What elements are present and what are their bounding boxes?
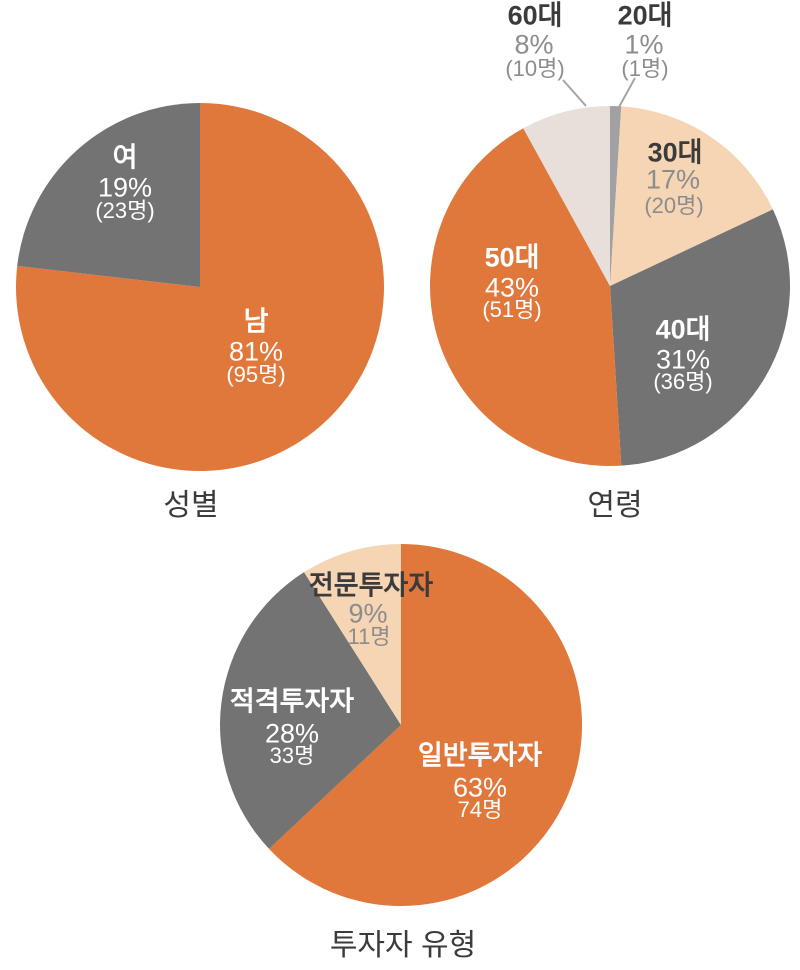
age-30s-count: (20명) — [644, 193, 704, 218]
investor-type-pie — [220, 544, 583, 906]
pie-slice-2 — [610, 209, 790, 466]
age-50s-pct: 43% — [484, 272, 540, 303]
gender-pie — [15, 103, 384, 472]
pie-slice-0 — [15, 103, 384, 472]
pie-slice-3 — [429, 128, 622, 466]
gender-female-label: 여 — [112, 142, 138, 173]
pie-slice-1 — [17, 103, 201, 287]
gender-male-label: 남 — [243, 306, 269, 337]
age-chart-title: 연령 — [587, 489, 643, 522]
investor-general-label: 일반투자자 — [417, 740, 543, 771]
pie-slice-1 — [220, 572, 401, 849]
age-leader-lines — [562, 77, 636, 108]
investor-general-count: 74명 — [457, 797, 503, 822]
age-20s-label: 20대 — [617, 0, 673, 31]
age-pie — [429, 106, 790, 466]
investor-general-pct: 63% — [452, 772, 508, 803]
age-30s-label: 30대 — [647, 137, 703, 168]
age-40s-count: (36명) — [653, 369, 713, 394]
gender-pie-chart: 여 19% (23명) 남 81% (95명) 성별 — [0, 0, 400, 530]
investor-professional-pct: 9% — [348, 598, 388, 629]
age-50s-count: (51명) — [482, 297, 542, 322]
pie-slice-0 — [269, 544, 583, 906]
investor-type-pie-chart: 전문투자자 9% 11명 적격투자자 28% 33명 일반투자자 63% 74명… — [180, 530, 620, 970]
age-60s-leader-line — [562, 79, 587, 107]
investor-professional-label: 전문투자자 — [308, 570, 434, 601]
age-20s-leader-line — [618, 77, 636, 108]
gender-female-count: (23명) — [95, 198, 155, 223]
gender-male-pct: 81% — [228, 336, 284, 367]
pie-slice-4 — [523, 106, 610, 286]
age-60s-label: 60대 — [507, 0, 563, 31]
gender-male-count: (95명) — [226, 362, 286, 387]
gender-female-pct: 19% — [97, 172, 153, 203]
pie-slice-0 — [610, 106, 622, 286]
age-20s-pct: 1% — [624, 29, 664, 60]
investor-qualified-count: 33명 — [269, 743, 315, 768]
investor-qualified-label: 적격투자자 — [229, 686, 355, 717]
pie-slice-1 — [610, 106, 773, 286]
pie-slice-2 — [304, 544, 401, 725]
age-60s-pct: 8% — [514, 29, 554, 60]
age-50s-label: 50대 — [484, 242, 540, 273]
gender-chart-title: 성별 — [163, 489, 219, 522]
investor-professional-count: 11명 — [347, 624, 391, 649]
investor-chart-title: 투자자 유형 — [329, 929, 477, 962]
age-60s-count: (10명) — [505, 56, 565, 81]
age-40s-pct: 31% — [655, 344, 711, 375]
investor-qualified-pct: 28% — [264, 718, 320, 749]
age-40s-label: 40대 — [655, 314, 711, 345]
age-20s-count: (1명) — [621, 56, 669, 81]
age-pie-chart: 60대 8% (10명) 20대 1% (1명) 30대 17% (20명) 5… — [400, 0, 800, 530]
age-30s-pct: 17% — [645, 164, 701, 195]
